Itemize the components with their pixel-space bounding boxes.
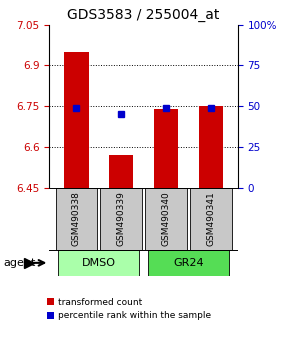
Bar [154, 109, 178, 188]
Bar [109, 155, 133, 188]
Bar [145, 188, 187, 250]
Bar [100, 188, 142, 250]
Text: GSM490340: GSM490340 [162, 191, 171, 246]
Bar [58, 250, 139, 276]
Text: GR24: GR24 [173, 258, 204, 268]
Text: GSM490339: GSM490339 [117, 191, 126, 246]
Bar [148, 250, 229, 276]
Text: DMSO: DMSO [82, 258, 116, 268]
Legend: transformed count, percentile rank within the sample: transformed count, percentile rank withi… [44, 294, 215, 324]
Bar [64, 52, 88, 188]
Text: agent: agent [3, 258, 35, 268]
Bar [190, 188, 231, 250]
Title: GDS3583 / 255004_at: GDS3583 / 255004_at [67, 8, 220, 22]
Bar [56, 188, 97, 250]
Text: GSM490338: GSM490338 [72, 191, 81, 246]
Bar [199, 106, 223, 188]
Text: GSM490341: GSM490341 [206, 191, 215, 246]
